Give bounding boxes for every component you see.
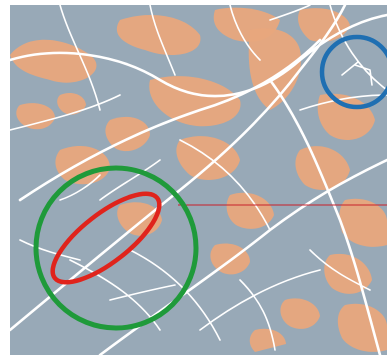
road: [329, 4, 387, 91]
builtup-area: [149, 76, 241, 127]
road: [99, 159, 161, 201]
road: [269, 4, 311, 21]
road: [59, 174, 101, 201]
builtup-area: [57, 93, 86, 115]
road: [129, 249, 221, 341]
builtup-area: [16, 103, 55, 130]
builtup-area: [339, 198, 387, 247]
builtup-area: [105, 116, 150, 152]
builtup-area: [248, 28, 301, 110]
road: [18, 38, 322, 202]
road: [309, 249, 371, 291]
road: [179, 139, 271, 231]
road: [229, 4, 261, 61]
road: [354, 64, 373, 86]
road: [341, 61, 359, 76]
road: [299, 94, 387, 111]
road-network: [8, 3, 387, 357]
road: [109, 284, 176, 301]
road: [149, 4, 176, 76]
annotation-layer: [33, 34, 387, 331]
road: [9, 94, 121, 131]
road: [268, 78, 382, 357]
builtup-area: [295, 146, 350, 190]
green-circle-marker: [33, 165, 199, 331]
road: [8, 13, 387, 98]
road: [59, 4, 101, 111]
road: [19, 239, 81, 261]
builtup-area: [280, 298, 320, 329]
builtup-area: [226, 192, 274, 229]
builtup-area: [249, 328, 286, 352]
builtup-area: [10, 39, 97, 83]
red-ellipse-marker: [50, 191, 162, 285]
road: [239, 279, 276, 351]
road: [199, 269, 321, 331]
blue-circle-marker: [319, 34, 387, 110]
